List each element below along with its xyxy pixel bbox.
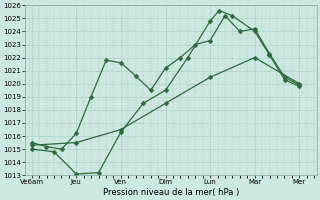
X-axis label: Pression niveau de la mer( hPa ): Pression niveau de la mer( hPa ) — [103, 188, 239, 197]
